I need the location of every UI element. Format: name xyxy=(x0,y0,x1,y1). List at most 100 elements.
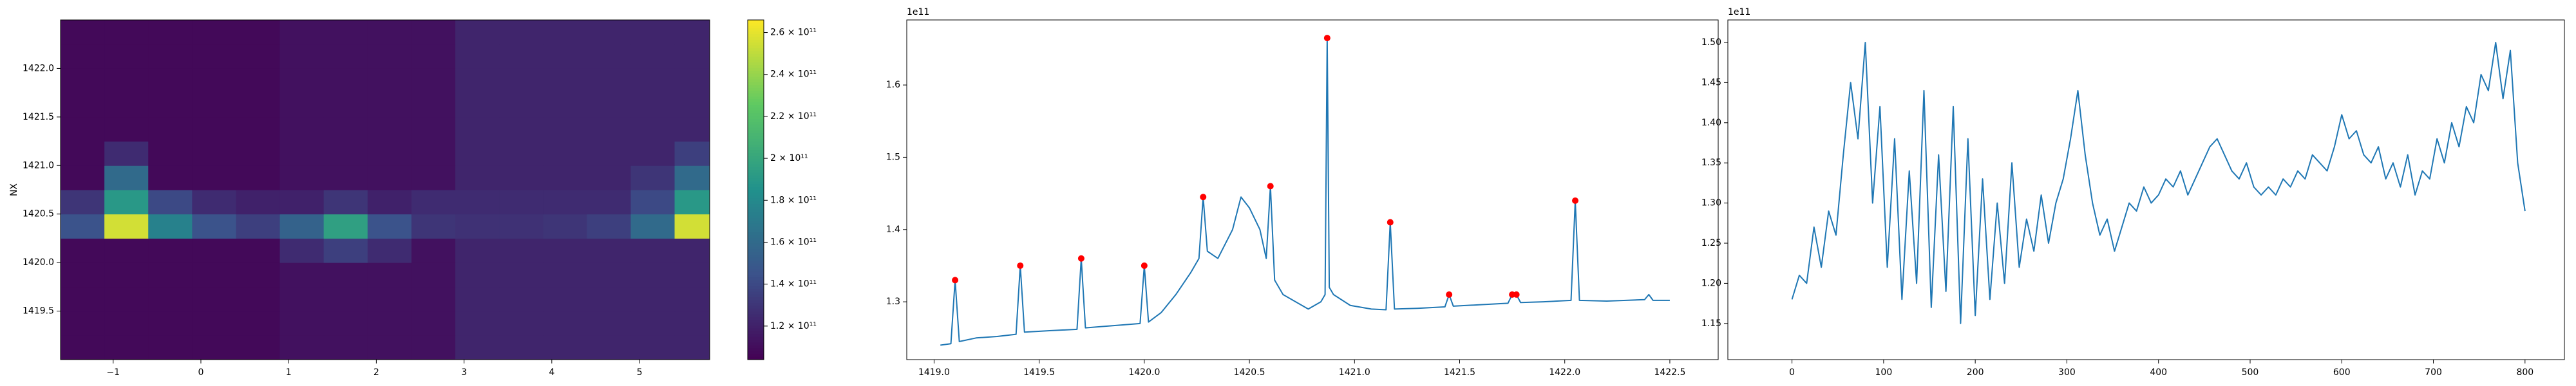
peak-marker xyxy=(1077,255,1084,262)
heatmap-cell xyxy=(455,286,500,312)
heatmap-cell xyxy=(148,93,193,118)
heatmap-cell xyxy=(236,165,281,190)
data-line xyxy=(1791,41,2526,324)
y-tick-label: 1.50 xyxy=(1701,37,1721,48)
heatmap-cell xyxy=(192,141,236,166)
heatmap-cell xyxy=(674,165,710,190)
colorbar-segment xyxy=(748,320,764,324)
heatmap-cell xyxy=(367,116,412,142)
heatmap-cell xyxy=(192,20,236,45)
heatmap-cell xyxy=(367,93,412,118)
colorbar-segment xyxy=(748,342,764,346)
colorbar-segment xyxy=(748,39,764,43)
colorbar-tick-label: 1.6 × 10¹¹ xyxy=(770,237,817,247)
heatmap-cell xyxy=(367,141,412,166)
heatmap-cell xyxy=(367,165,412,190)
heatmap-cell xyxy=(630,335,676,360)
colorbar-segment xyxy=(748,226,764,230)
heatmap-cell xyxy=(411,262,456,288)
x-tick-label: −1 xyxy=(106,367,120,378)
heatmap-cell xyxy=(674,311,710,336)
colorbar-segment xyxy=(748,107,764,111)
peak-marker xyxy=(1446,291,1453,298)
x-tick-label: 1422.0 xyxy=(1549,367,1580,378)
colorbar-segment xyxy=(748,102,764,106)
colorbar-segment xyxy=(748,195,764,199)
heatmap-cell xyxy=(455,68,500,93)
colorbar-tick-label: 2.4 × 10¹¹ xyxy=(770,69,817,80)
colorbar-segment xyxy=(748,156,764,160)
peak-marker xyxy=(952,277,959,284)
heatmap-cell xyxy=(323,311,368,336)
heatmap-cell xyxy=(323,190,368,215)
colorbar-segment xyxy=(748,91,764,94)
colorbar-segment xyxy=(748,223,764,227)
offset-text: 1e11 xyxy=(907,7,929,17)
colorbar-segment xyxy=(748,59,764,63)
heatmap-cell xyxy=(674,190,710,215)
x-tick-label: 1420.5 xyxy=(1234,367,1265,378)
colorbar-segment xyxy=(748,190,764,193)
x-tick-label: 1 xyxy=(286,367,292,378)
heatmap-cell xyxy=(587,335,631,360)
heatmap-cell xyxy=(587,141,631,166)
heatmap-cell xyxy=(630,286,676,312)
y-tick-label: 1.3 xyxy=(886,297,900,307)
colorbar-segment xyxy=(748,252,764,255)
colorbar-segment xyxy=(748,122,764,125)
colorbar-tick-label: 1.4 × 10¹¹ xyxy=(770,279,817,290)
colorbar-segment xyxy=(748,105,764,108)
heatmap-cell xyxy=(587,93,631,118)
x-tick-label: 1420.0 xyxy=(1128,367,1160,378)
heatmap-cell xyxy=(499,262,544,288)
heatmap-cell xyxy=(630,190,676,215)
x-tick-label: 800 xyxy=(2516,367,2533,378)
colorbar-segment xyxy=(748,271,764,275)
heatmap-cell xyxy=(279,93,325,118)
heatmap-cell xyxy=(323,44,368,69)
heatmap-cell xyxy=(543,214,587,239)
x-tick-label: 200 xyxy=(1967,367,1984,378)
colorbar-segment xyxy=(748,176,764,179)
heatmap-cell xyxy=(192,190,236,215)
heatmap-cell xyxy=(192,286,236,312)
x-tick-label: 400 xyxy=(2150,367,2167,378)
colorbar-segment xyxy=(748,275,764,278)
y-tick-label: 1.35 xyxy=(1701,158,1721,168)
colorbar-segment xyxy=(748,311,764,315)
heatmap-cell xyxy=(630,116,676,142)
heatmap-cell xyxy=(587,286,631,312)
heatmap-cell xyxy=(104,141,149,166)
heatmap-cell xyxy=(674,141,710,166)
colorbar-segment xyxy=(748,249,764,253)
heatmap-cell xyxy=(323,214,368,239)
peak-marker xyxy=(1017,262,1024,269)
y-tick-label: 1421.5 xyxy=(23,112,54,122)
x-tick-label: 3 xyxy=(461,367,467,378)
colorbar-segment xyxy=(748,326,764,329)
colorbar-segment xyxy=(748,269,764,273)
colorbar-segment xyxy=(748,235,764,239)
heatmap-cell xyxy=(499,214,544,239)
heatmap-cell xyxy=(367,335,412,360)
colorbar-segment xyxy=(748,181,764,185)
colorbar-segment xyxy=(748,45,764,49)
colorbar-segment xyxy=(748,336,764,340)
peak-marker xyxy=(1267,183,1274,190)
heatmap-cell xyxy=(148,68,193,93)
heatmap-cell xyxy=(587,262,631,288)
heatmap-cell xyxy=(236,20,281,45)
colorbar-segment xyxy=(748,113,764,117)
heatmap-cell xyxy=(192,165,236,190)
heatmap-cell xyxy=(279,44,325,69)
heatmap-cell xyxy=(543,335,587,360)
heatmap-cell xyxy=(411,44,456,69)
heatmap-cell xyxy=(587,165,631,190)
colorbar-segment xyxy=(748,119,764,122)
heatmap-cell xyxy=(61,286,105,312)
colorbar-segment xyxy=(748,303,764,306)
heatmap-cell xyxy=(148,238,193,263)
colorbar-segment xyxy=(748,25,764,29)
colorbar-segment xyxy=(748,85,764,89)
